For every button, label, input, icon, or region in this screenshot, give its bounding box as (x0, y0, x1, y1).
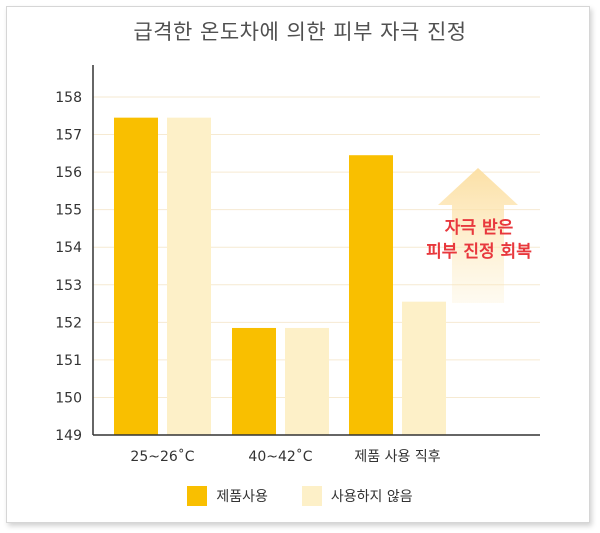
y-tick-label: 149 (55, 428, 82, 444)
y-tick-label: 157 (55, 128, 82, 144)
x-tick-label: 제품 사용 직후 (354, 449, 440, 465)
x-tick-label: 40~42˚C (248, 448, 312, 465)
legend-swatch-product (187, 486, 208, 506)
y-tick-label: 154 (55, 240, 82, 256)
y-tick-label: 150 (55, 390, 82, 406)
y-axis-ticks: 149 150 151 152 153 154 155 156 157 158 (55, 90, 82, 444)
bars (114, 117, 446, 436)
x-axis-ticks: 25~26˚C 40~42˚C 제품 사용 직후 (130, 448, 440, 465)
bar-control-1 (285, 327, 329, 435)
legend-item-product: 제품사용 (187, 486, 268, 506)
y-tick-label: 158 (55, 90, 82, 106)
bar-product-0 (114, 117, 158, 436)
legend-label-product: 제품사용 (216, 489, 268, 505)
y-tick-label: 151 (55, 353, 82, 369)
y-tick-label: 156 (55, 165, 82, 181)
annotation-line-1: 자극 받은 (445, 218, 514, 238)
chart-title: 급격한 온도차에 의한 피부 자극 진정 (133, 20, 467, 44)
x-tick-label: 25~26˚C (130, 448, 194, 465)
y-tick-label: 152 (55, 315, 82, 331)
bar-product-2 (349, 155, 393, 435)
legend-swatch-control (301, 486, 322, 506)
legend: 제품사용 사용하지 않음 (0, 486, 600, 506)
bar-control-2 (402, 301, 446, 435)
up-arrow-icon (438, 168, 518, 303)
bar-product-1 (232, 327, 276, 435)
y-tick-label: 155 (55, 203, 82, 219)
y-tick-label: 153 (55, 278, 82, 294)
legend-label-control: 사용하지 않음 (330, 489, 413, 505)
bar-control-0 (167, 117, 211, 436)
annotation-line-2: 피부 진정 회복 (426, 242, 532, 262)
legend-item-control: 사용하지 않음 (301, 486, 413, 506)
